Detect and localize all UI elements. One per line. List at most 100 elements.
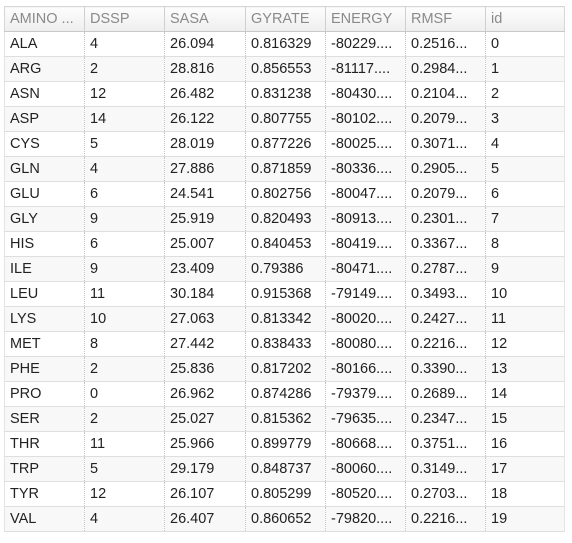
gyrate-cell[interactable]: 0.817202 xyxy=(245,356,326,382)
gyrate-cell[interactable]: 0.840453 xyxy=(245,231,326,257)
dssp-cell[interactable]: 5 xyxy=(84,456,165,482)
gyrate-cell[interactable]: 0.915368 xyxy=(245,281,326,307)
dssp-cell[interactable]: 6 xyxy=(84,181,165,207)
column-header-energy[interactable]: ENERGY xyxy=(325,6,406,32)
dssp-cell[interactable]: 2 xyxy=(84,56,165,82)
id-cell[interactable]: 12 xyxy=(485,331,565,357)
dssp-cell[interactable]: 9 xyxy=(84,206,165,232)
amino-cell[interactable]: ARG xyxy=(4,56,85,82)
sasa-cell[interactable]: 26.094 xyxy=(164,31,246,57)
column-header-gyrate[interactable]: GYRATE xyxy=(245,6,326,32)
energy-cell[interactable]: -80060.... xyxy=(325,456,406,482)
dssp-cell[interactable]: 0 xyxy=(84,381,165,407)
table-row[interactable]: ASP 14 26.122 0.807755 -80102.... 0.2079... 3 xyxy=(4,106,565,132)
energy-cell[interactable]: -80080.... xyxy=(325,331,406,357)
rmsf-cell[interactable]: 0.2216... xyxy=(405,506,486,532)
sasa-cell[interactable]: 25.966 xyxy=(164,431,246,457)
gyrate-cell[interactable]: 0.79386 xyxy=(245,256,326,282)
dssp-cell[interactable]: 4 xyxy=(84,506,165,532)
rmsf-cell[interactable]: 0.2516... xyxy=(405,31,486,57)
table-row[interactable]: PHE 2 25.836 0.817202 -80166.... 0.3390... 13 xyxy=(4,356,565,382)
sasa-cell[interactable]: 25.007 xyxy=(164,231,246,257)
amino-cell[interactable]: LYS xyxy=(4,306,85,332)
dssp-cell[interactable]: 11 xyxy=(84,281,165,307)
sasa-cell[interactable]: 26.107 xyxy=(164,481,246,507)
sasa-cell[interactable]: 30.184 xyxy=(164,281,246,307)
energy-cell[interactable]: -80229.... xyxy=(325,31,406,57)
table-row[interactable]: LEU 11 30.184 0.915368 -79149.... 0.3493... 10 xyxy=(4,281,565,307)
gyrate-cell[interactable]: 0.874286 xyxy=(245,381,326,407)
rmsf-cell[interactable]: 0.2216... xyxy=(405,331,486,357)
table-row[interactable]: TRP 5 29.179 0.848737 -80060.... 0.3149... 17 xyxy=(4,456,565,482)
dssp-cell[interactable]: 6 xyxy=(84,231,165,257)
rmsf-cell[interactable]: 0.3149... xyxy=(405,456,486,482)
sasa-cell[interactable]: 28.816 xyxy=(164,56,246,82)
amino-cell[interactable]: PRO xyxy=(4,381,85,407)
energy-cell[interactable]: -80913.... xyxy=(325,206,406,232)
sasa-cell[interactable]: 25.836 xyxy=(164,356,246,382)
dssp-cell[interactable]: 4 xyxy=(84,156,165,182)
id-cell[interactable]: 11 xyxy=(485,306,565,332)
table-row[interactable]: VAL 4 26.407 0.860652 -79820.... 0.2216... 19 xyxy=(4,506,565,532)
id-cell[interactable]: 18 xyxy=(485,481,565,507)
table-row[interactable]: GLN 4 27.886 0.871859 -80336.... 0.2905... 5 xyxy=(4,156,565,182)
gyrate-cell[interactable]: 0.816329 xyxy=(245,31,326,57)
energy-cell[interactable]: -80025.... xyxy=(325,131,406,157)
dssp-cell[interactable]: 11 xyxy=(84,431,165,457)
rmsf-cell[interactable]: 0.2104... xyxy=(405,81,486,107)
rmsf-cell[interactable]: 0.3751... xyxy=(405,431,486,457)
id-cell[interactable]: 1 xyxy=(485,56,565,82)
dssp-cell[interactable]: 14 xyxy=(84,106,165,132)
sasa-cell[interactable]: 25.919 xyxy=(164,206,246,232)
gyrate-cell[interactable]: 0.877226 xyxy=(245,131,326,157)
amino-cell[interactable]: SER xyxy=(4,406,85,432)
energy-cell[interactable]: -80166.... xyxy=(325,356,406,382)
rmsf-cell[interactable]: 0.2079... xyxy=(405,106,486,132)
sasa-cell[interactable]: 26.482 xyxy=(164,81,246,107)
id-cell[interactable]: 6 xyxy=(485,181,565,207)
amino-cell[interactable]: ILE xyxy=(4,256,85,282)
rmsf-cell[interactable]: 0.3367... xyxy=(405,231,486,257)
table-row[interactable]: SER 2 25.027 0.815362 -79635.... 0.2347... 15 xyxy=(4,406,565,432)
amino-cell[interactable]: HIS xyxy=(4,231,85,257)
column-header-sasa[interactable]: SASA xyxy=(164,6,246,32)
column-header-dssp[interactable]: DSSP xyxy=(84,6,165,32)
gyrate-cell[interactable]: 0.815362 xyxy=(245,406,326,432)
amino-cell[interactable]: MET xyxy=(4,331,85,357)
table-row[interactable]: MET 8 27.442 0.838433 -80080.... 0.2216... 12 xyxy=(4,331,565,357)
id-cell[interactable]: 17 xyxy=(485,456,565,482)
energy-cell[interactable]: -80471.... xyxy=(325,256,406,282)
dssp-cell[interactable]: 12 xyxy=(84,481,165,507)
gyrate-cell[interactable]: 0.871859 xyxy=(245,156,326,182)
gyrate-cell[interactable]: 0.802756 xyxy=(245,181,326,207)
energy-cell[interactable]: -79149.... xyxy=(325,281,406,307)
sasa-cell[interactable]: 26.122 xyxy=(164,106,246,132)
amino-cell[interactable]: VAL xyxy=(4,506,85,532)
gyrate-cell[interactable]: 0.807755 xyxy=(245,106,326,132)
id-cell[interactable]: 2 xyxy=(485,81,565,107)
energy-cell[interactable]: -80419.... xyxy=(325,231,406,257)
amino-cell[interactable]: GLU xyxy=(4,181,85,207)
amino-cell[interactable]: LEU xyxy=(4,281,85,307)
amino-cell[interactable]: ALA xyxy=(4,31,85,57)
amino-cell[interactable]: TRP xyxy=(4,456,85,482)
id-cell[interactable]: 13 xyxy=(485,356,565,382)
id-cell[interactable]: 7 xyxy=(485,206,565,232)
id-cell[interactable]: 8 xyxy=(485,231,565,257)
rmsf-cell[interactable]: 0.3493... xyxy=(405,281,486,307)
sasa-cell[interactable]: 25.027 xyxy=(164,406,246,432)
sasa-cell[interactable]: 26.962 xyxy=(164,381,246,407)
id-cell[interactable]: 3 xyxy=(485,106,565,132)
table-row[interactable]: CYS 5 28.019 0.877226 -80025.... 0.3071... 4 xyxy=(4,131,565,157)
gyrate-cell[interactable]: 0.856553 xyxy=(245,56,326,82)
energy-cell[interactable]: -79379.... xyxy=(325,381,406,407)
amino-cell[interactable]: ASN xyxy=(4,81,85,107)
energy-cell[interactable]: -81117.... xyxy=(325,56,406,82)
energy-cell[interactable]: -80668.... xyxy=(325,431,406,457)
dssp-cell[interactable]: 9 xyxy=(84,256,165,282)
amino-cell[interactable]: GLY xyxy=(4,206,85,232)
energy-cell[interactable]: -79635.... xyxy=(325,406,406,432)
id-cell[interactable]: 16 xyxy=(485,431,565,457)
gyrate-cell[interactable]: 0.838433 xyxy=(245,331,326,357)
table-row[interactable]: HIS 6 25.007 0.840453 -80419.... 0.3367... 8 xyxy=(4,231,565,257)
